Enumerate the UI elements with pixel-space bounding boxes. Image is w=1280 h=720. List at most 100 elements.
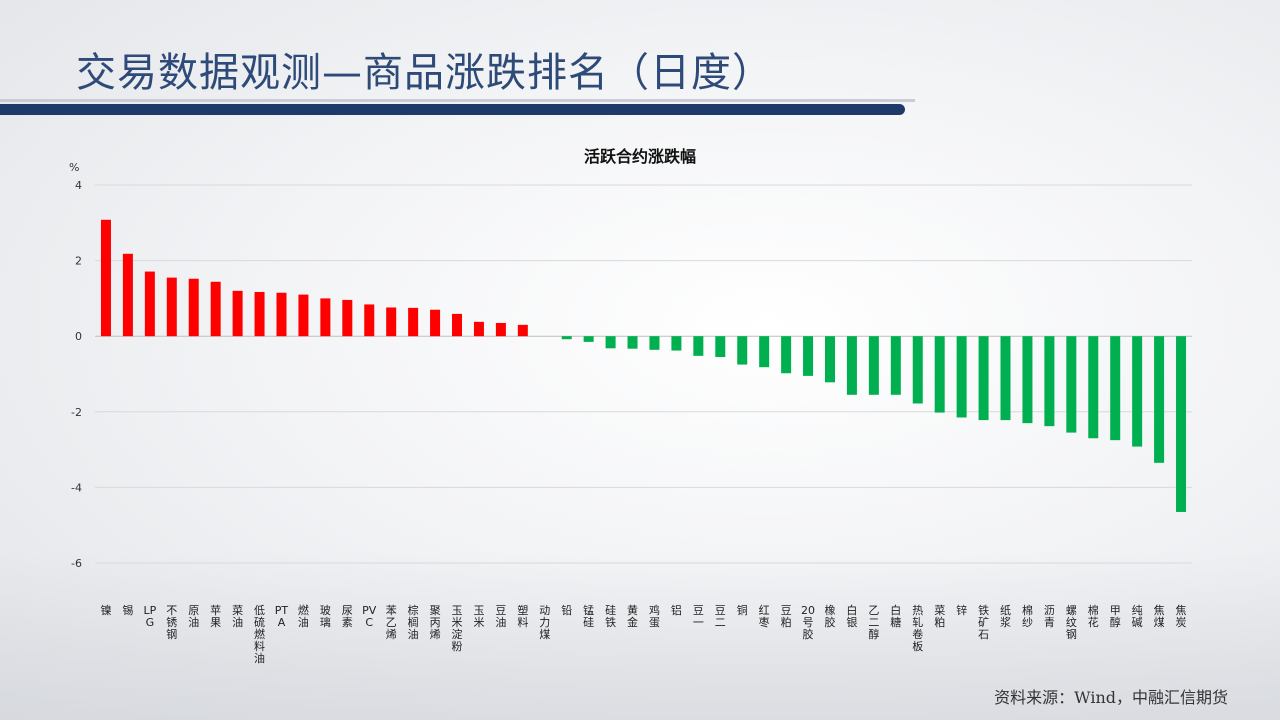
x-tick-label: 棉花 xyxy=(1087,604,1099,629)
bar xyxy=(430,309,441,337)
background-skyline xyxy=(0,550,1280,720)
x-tick-label: 豆粕 xyxy=(780,604,792,629)
bar xyxy=(803,336,814,376)
x-tick-label: 玉米 xyxy=(473,604,485,629)
y-tick-label: -6 xyxy=(71,557,82,570)
bar xyxy=(978,336,989,421)
x-tick-label: 低硫燃料油 xyxy=(254,604,266,665)
bar xyxy=(210,281,221,337)
bar xyxy=(1022,336,1033,424)
x-tick-label: 锌 xyxy=(956,604,968,617)
bar xyxy=(715,336,726,357)
x-tick-label: 不锈钢 xyxy=(166,604,178,641)
bar xyxy=(1110,336,1121,441)
y-tick-label: 4 xyxy=(75,179,82,192)
x-tick-label: 鸡蛋 xyxy=(648,604,660,629)
x-tick-label: 纸浆 xyxy=(1000,604,1011,629)
bar xyxy=(605,336,616,349)
bar xyxy=(166,277,177,337)
data-source-note: 资料来源：Wind，中融汇信期货 xyxy=(994,688,1228,707)
bar xyxy=(473,321,484,337)
x-tick-label: 焦煤 xyxy=(1153,604,1165,629)
x-tick-label: 苯乙烯 xyxy=(385,604,397,641)
x-tick-label: 苹果 xyxy=(210,604,222,629)
bar xyxy=(1088,336,1099,439)
x-tick-label: PVC xyxy=(362,604,377,629)
y-axis-unit: % xyxy=(69,161,80,174)
header-rule xyxy=(0,104,905,115)
bar xyxy=(824,336,835,383)
x-tick-label: 尿素 xyxy=(341,604,353,629)
bar xyxy=(1132,336,1143,447)
bar xyxy=(1000,336,1011,421)
bar xyxy=(122,253,133,337)
x-tick-label: 热轧卷板 xyxy=(912,604,924,653)
bar xyxy=(100,219,111,337)
x-tick-label: 橡胶 xyxy=(824,604,836,629)
x-tick-label: 玻璃 xyxy=(319,604,331,629)
bar xyxy=(386,307,397,337)
x-tick-label: 原油 xyxy=(188,604,200,629)
x-tick-label: 锰硅 xyxy=(583,604,595,629)
bar xyxy=(846,336,857,395)
bar xyxy=(232,290,243,337)
x-tick-label: 铁矿石 xyxy=(978,604,990,641)
header-thin-rule xyxy=(0,99,915,102)
bar xyxy=(364,304,375,337)
x-tick-label: 黄金 xyxy=(627,604,639,629)
bar xyxy=(890,336,901,395)
page-title: 交易数据观测—商品涨跌排名（日度） xyxy=(76,50,773,96)
bar xyxy=(188,278,199,337)
x-tick-label: 动力煤 xyxy=(539,604,551,641)
y-tick-label: 2 xyxy=(75,255,82,268)
bar xyxy=(1066,336,1077,433)
x-tick-label: 铝 xyxy=(670,604,682,617)
bar xyxy=(737,336,748,365)
bar xyxy=(583,336,594,342)
bar xyxy=(693,336,704,356)
bar xyxy=(408,307,419,337)
x-tick-label: 甲醇 xyxy=(1109,604,1121,629)
bar xyxy=(495,322,506,337)
bar xyxy=(1176,336,1187,512)
x-tick-label: 乙二醇 xyxy=(868,604,880,641)
x-tick-label: 锡 xyxy=(122,604,134,617)
x-tick-label: 豆油 xyxy=(495,604,507,629)
bar xyxy=(342,299,353,337)
x-tick-label: 20号胶 xyxy=(801,604,816,641)
y-tick-label: -2 xyxy=(71,406,82,419)
x-tick-label: LPG xyxy=(143,604,157,629)
bar xyxy=(517,324,528,337)
bar xyxy=(1154,336,1165,463)
x-tick-label: 燃油 xyxy=(297,604,309,629)
bar xyxy=(298,294,309,337)
x-tick-label: 硅铁 xyxy=(605,604,617,629)
bar xyxy=(276,292,287,337)
bar xyxy=(320,298,331,337)
x-tick-label: 焦炭 xyxy=(1175,604,1187,629)
x-tick-label: 螺纹钢 xyxy=(1065,604,1077,641)
bar xyxy=(912,336,923,404)
x-tick-label: 菜油 xyxy=(232,604,244,629)
x-tick-label: 菜粕 xyxy=(934,604,946,629)
x-tick-label: 豆二 xyxy=(714,604,726,629)
x-tick-label: 铜 xyxy=(736,604,748,617)
y-tick-label: -4 xyxy=(71,481,82,494)
x-tick-label: 铅 xyxy=(561,604,573,617)
bar xyxy=(759,336,770,368)
bar xyxy=(781,336,792,374)
x-tick-label: 白糖 xyxy=(890,604,902,629)
bar xyxy=(452,313,463,337)
x-tick-label: 豆一 xyxy=(692,604,704,629)
x-tick-label: 红枣 xyxy=(758,604,770,629)
x-tick-label: 玉米淀粉 xyxy=(451,604,463,653)
bar xyxy=(868,336,879,395)
x-tick-label: 棕榈油 xyxy=(407,604,419,641)
bar xyxy=(1044,336,1055,427)
x-tick-label: 纯碱 xyxy=(1131,604,1143,629)
bar xyxy=(144,271,155,337)
x-tick-label: 镍 xyxy=(100,604,112,617)
bar xyxy=(956,336,967,418)
bar xyxy=(934,336,945,413)
